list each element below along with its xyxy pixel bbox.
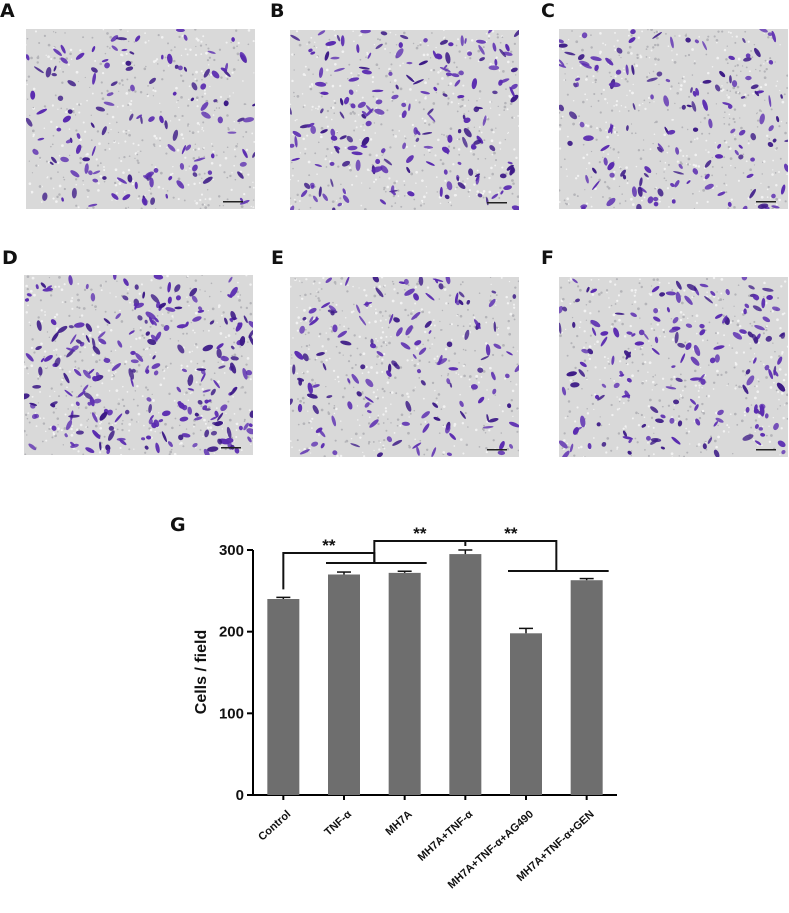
x-tick-label: TNF-α — [322, 808, 354, 838]
bar — [510, 633, 542, 795]
panel-label-c: C — [541, 0, 555, 22]
y-tick-label: 100 — [219, 705, 244, 722]
bar — [449, 554, 482, 795]
y-tick-label: 0 — [236, 787, 244, 804]
micrograph-a — [26, 29, 255, 209]
bar — [328, 574, 360, 795]
y-tick-label: 300 — [219, 542, 244, 559]
bar — [570, 580, 603, 795]
x-tick-label: Control — [256, 808, 293, 843]
micrograph-e — [290, 277, 519, 457]
panel-label-a: A — [0, 0, 15, 22]
micrograph-b — [290, 30, 519, 210]
micrograph-f — [559, 277, 788, 457]
x-tick-label: MH7A — [383, 808, 414, 838]
panel-label-b: B — [270, 0, 285, 22]
micrograph-c — [559, 29, 788, 209]
y-tick-label: 200 — [219, 624, 244, 641]
y-axis-label: Cells / field — [193, 630, 210, 714]
significance-label: ** — [504, 524, 518, 543]
panel-label-f: F — [541, 247, 554, 269]
bar — [267, 599, 300, 795]
significance-label: ** — [322, 536, 336, 555]
panel-label-g: G — [170, 514, 186, 536]
bar — [388, 572, 421, 795]
micrograph-d — [24, 275, 253, 455]
panel-label-d: D — [2, 247, 18, 269]
significance-bracket — [464, 540, 558, 571]
significance-bracket — [373, 540, 467, 563]
x-tick-label: MH7A+TNF-α — [416, 808, 476, 864]
significance-label: ** — [413, 524, 427, 543]
panel-label-e: E — [271, 247, 284, 269]
